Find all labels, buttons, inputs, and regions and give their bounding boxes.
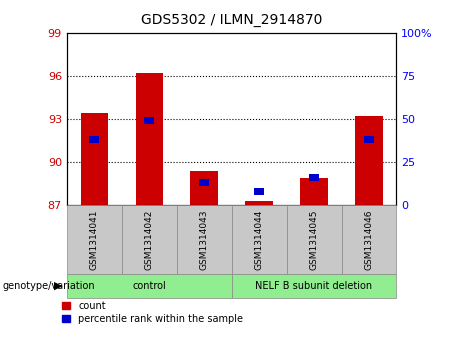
Title: GDS5302 / ILMN_2914870: GDS5302 / ILMN_2914870: [141, 13, 322, 28]
Legend: count, percentile rank within the sample: count, percentile rank within the sample: [63, 301, 243, 324]
Text: GSM1314042: GSM1314042: [145, 209, 154, 270]
Bar: [355, 116, 383, 205]
Text: GSM1314046: GSM1314046: [365, 209, 373, 270]
Bar: [364, 136, 374, 143]
Text: GSM1314043: GSM1314043: [200, 209, 209, 270]
Text: GSM1314045: GSM1314045: [309, 209, 319, 270]
Bar: [245, 201, 273, 205]
Bar: [89, 136, 99, 143]
Text: NELF B subunit deletion: NELF B subunit deletion: [255, 281, 372, 291]
Bar: [300, 178, 328, 205]
Text: ▶: ▶: [54, 281, 62, 291]
Bar: [136, 73, 163, 205]
Bar: [144, 117, 154, 124]
Bar: [309, 174, 319, 181]
Text: genotype/variation: genotype/variation: [2, 281, 95, 291]
Bar: [81, 113, 108, 205]
Text: control: control: [132, 281, 166, 291]
Text: GSM1314041: GSM1314041: [90, 209, 99, 270]
Bar: [190, 171, 218, 205]
Bar: [254, 188, 264, 195]
Bar: [199, 179, 209, 186]
Text: GSM1314044: GSM1314044: [254, 209, 264, 270]
